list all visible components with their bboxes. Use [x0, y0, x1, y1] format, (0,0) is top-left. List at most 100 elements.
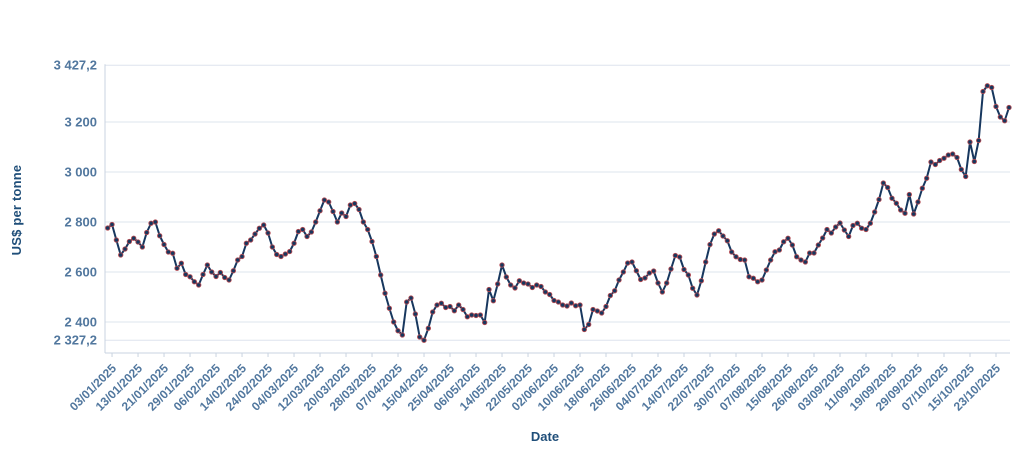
data-point-marker[interactable] — [235, 257, 241, 263]
data-point-marker[interactable] — [737, 256, 743, 263]
data-point-marker[interactable] — [360, 219, 367, 225]
data-point-marker[interactable] — [720, 233, 726, 239]
data-point-marker[interactable] — [399, 332, 406, 338]
data-point-marker[interactable] — [906, 191, 912, 198]
data-point-marker[interactable] — [811, 250, 817, 256]
data-point-marker[interactable] — [451, 308, 457, 314]
data-point-marker[interactable] — [365, 226, 371, 233]
data-point-marker[interactable] — [573, 303, 579, 309]
data-point-marker[interactable] — [157, 233, 163, 239]
data-point-marker[interactable] — [378, 272, 384, 278]
data-point-marker[interactable] — [932, 161, 938, 168]
data-point-marker[interactable] — [391, 319, 397, 325]
data-point-marker[interactable] — [521, 280, 527, 286]
data-point-marker[interactable] — [729, 249, 735, 255]
data-point-marker[interactable] — [872, 209, 878, 215]
data-point-marker[interactable] — [603, 303, 609, 310]
data-point-marker[interactable] — [187, 274, 193, 280]
data-point-marker[interactable] — [430, 309, 436, 315]
data-point-marker[interactable] — [274, 251, 280, 258]
data-point-marker[interactable] — [1006, 104, 1012, 111]
data-point-marker[interactable] — [724, 238, 730, 244]
data-point-marker[interactable] — [612, 288, 618, 294]
data-point-marker[interactable] — [408, 295, 414, 301]
data-point-marker[interactable] — [642, 275, 648, 281]
data-point-marker[interactable] — [681, 266, 687, 273]
data-point-marker[interactable] — [222, 274, 228, 281]
data-point-marker[interactable] — [373, 253, 380, 260]
data-point-marker[interactable] — [135, 239, 141, 245]
data-point-marker[interactable] — [343, 213, 349, 220]
data-point-marker[interactable] — [755, 279, 761, 285]
data-point-marker[interactable] — [174, 265, 180, 271]
data-point-marker[interactable] — [967, 139, 973, 145]
data-point-marker[interactable] — [412, 311, 419, 317]
data-point-marker[interactable] — [300, 226, 306, 233]
data-point-marker[interactable] — [386, 305, 393, 311]
data-point-marker[interactable] — [859, 225, 865, 231]
data-point-marker[interactable] — [443, 304, 449, 311]
data-point-marker[interactable] — [668, 266, 674, 272]
data-point-marker[interactable] — [321, 197, 328, 203]
data-point-marker[interactable] — [958, 166, 964, 173]
data-point-marker[interactable] — [794, 254, 800, 260]
data-point-marker[interactable] — [941, 155, 947, 161]
data-point-marker[interactable] — [867, 220, 873, 226]
data-point-marker[interactable] — [1002, 118, 1008, 124]
data-point-marker[interactable] — [308, 229, 315, 235]
data-point-marker[interactable] — [525, 281, 531, 287]
data-point-marker[interactable] — [937, 157, 943, 164]
data-point-marker[interactable] — [997, 114, 1003, 120]
data-point-marker[interactable] — [802, 259, 808, 265]
data-point-marker[interactable] — [768, 257, 774, 263]
data-point-marker[interactable] — [971, 158, 977, 165]
data-point-marker[interactable] — [191, 279, 198, 285]
data-point-marker[interactable] — [165, 249, 172, 255]
data-point-marker[interactable] — [707, 241, 713, 248]
data-point-marker[interactable] — [581, 326, 587, 333]
data-point-marker[interactable] — [204, 262, 211, 268]
data-point-marker[interactable] — [716, 228, 722, 234]
data-point-marker[interactable] — [885, 184, 891, 191]
data-point-marker[interactable] — [226, 277, 232, 283]
data-point-marker[interactable] — [434, 302, 440, 308]
data-point-marker[interactable] — [551, 297, 557, 304]
data-point-marker[interactable] — [989, 84, 995, 91]
data-point-marker[interactable] — [490, 298, 496, 304]
data-point-marker[interactable] — [659, 289, 665, 295]
data-point-marker[interactable] — [447, 303, 453, 310]
data-point-marker[interactable] — [486, 286, 492, 293]
data-point-marker[interactable] — [833, 224, 839, 230]
data-point-marker[interactable] — [954, 154, 960, 161]
data-point-marker[interactable] — [161, 241, 167, 248]
data-point-marker[interactable] — [113, 237, 120, 243]
data-point-marker[interactable] — [425, 325, 431, 331]
data-point-marker[interactable] — [529, 284, 535, 291]
data-point-marker[interactable] — [131, 235, 137, 241]
data-point-marker[interactable] — [607, 292, 613, 299]
data-point-marker[interactable] — [963, 173, 969, 180]
data-point-marker[interactable] — [620, 269, 626, 275]
data-point-marker[interactable] — [326, 199, 332, 205]
data-point-marker[interactable] — [837, 220, 843, 226]
data-point-marker[interactable] — [339, 210, 345, 216]
data-point-marker[interactable] — [638, 276, 644, 283]
data-point-marker[interactable] — [183, 271, 189, 278]
data-point-marker[interactable] — [105, 225, 111, 231]
data-point-marker[interactable] — [252, 231, 258, 237]
data-point-marker[interactable] — [538, 283, 544, 290]
data-point-marker[interactable] — [976, 137, 982, 144]
data-point-marker[interactable] — [633, 268, 639, 274]
data-point-marker[interactable] — [759, 277, 765, 283]
data-point-marker[interactable] — [356, 206, 362, 213]
data-point-marker[interactable] — [144, 229, 150, 236]
data-point-marker[interactable] — [547, 291, 553, 298]
data-point-marker[interactable] — [820, 235, 826, 241]
data-point-marker[interactable] — [499, 262, 505, 268]
data-point-marker[interactable] — [746, 274, 752, 280]
data-point-marker[interactable] — [785, 235, 791, 241]
data-point-marker[interactable] — [828, 230, 834, 236]
data-point-marker[interactable] — [477, 312, 483, 318]
data-point-marker[interactable] — [651, 268, 657, 274]
